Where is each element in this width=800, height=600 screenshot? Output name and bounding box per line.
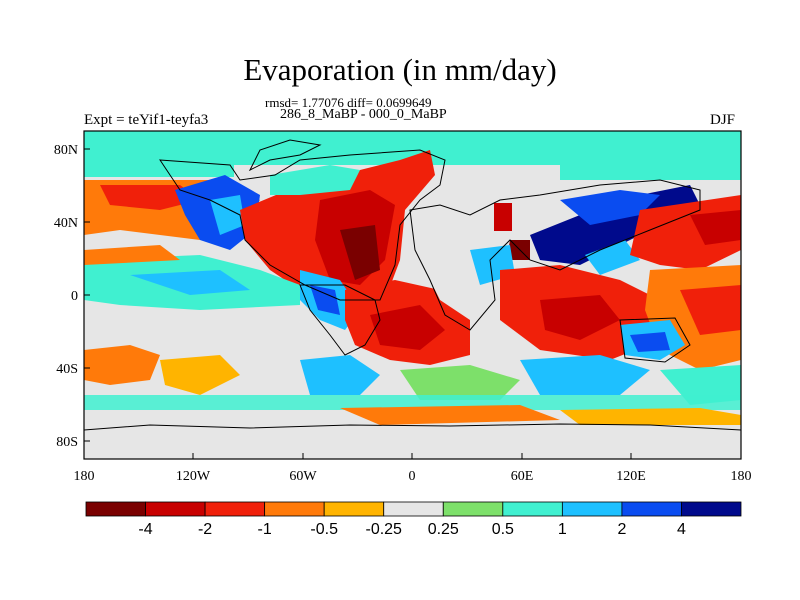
southern-ocean-blue-1 bbox=[300, 355, 380, 395]
colorbar-label: 1 bbox=[558, 521, 567, 538]
y-tick-label: 80S bbox=[56, 435, 78, 450]
x-tick-label: 0 bbox=[409, 469, 416, 484]
arctic-band-west bbox=[84, 155, 234, 177]
x-tick-label: 120W bbox=[176, 469, 211, 484]
antarctic-coast-yellow bbox=[560, 408, 741, 425]
north-america-outline bbox=[159, 149, 446, 301]
north-east-pacific-darkred bbox=[690, 210, 741, 245]
asia-lightblue bbox=[585, 240, 640, 275]
colorbar-swatch bbox=[85, 501, 146, 517]
mediterranean-red bbox=[494, 203, 512, 231]
experiment-label: Expt = teYif1-teyfa3 bbox=[84, 112, 209, 128]
evaporation-field bbox=[84, 131, 741, 459]
eurasia-africa-outline bbox=[409, 179, 701, 331]
plot-title: Evaporation (in mm/day) bbox=[243, 52, 557, 87]
y-axis: 80N 40N 0 40S 80S bbox=[54, 143, 90, 450]
colorbar-swatch bbox=[621, 501, 682, 517]
southern-ocean-cyan-band bbox=[84, 395, 741, 410]
comparison-label: 286_8_MaBP - 000_0_MaBP bbox=[280, 107, 447, 122]
south-atlantic-darkred bbox=[370, 305, 445, 350]
south-america-blue bbox=[310, 285, 340, 315]
x-tick-label: 180 bbox=[74, 469, 95, 484]
indian-ocean-darkred bbox=[540, 295, 620, 340]
tropical-pacific-blue bbox=[130, 270, 250, 295]
x-tick-label: 60W bbox=[289, 469, 317, 484]
colorbar-swatch bbox=[383, 501, 444, 517]
north-atlantic-maroon bbox=[340, 225, 380, 280]
colorbar-label: 4 bbox=[677, 521, 686, 538]
africa-neutral bbox=[420, 220, 510, 320]
antarctic-coast-orange bbox=[340, 405, 560, 425]
south-east-pacific-orange bbox=[84, 345, 160, 385]
colorbar-swatch bbox=[323, 501, 385, 517]
x-tick-label: 120E bbox=[616, 469, 646, 484]
south-america-outline bbox=[299, 284, 381, 356]
colorbar-swatch bbox=[681, 501, 742, 517]
y-tick-label: 80N bbox=[54, 143, 78, 158]
north-pacific-red bbox=[100, 185, 200, 210]
y-tick-label: 40S bbox=[56, 362, 78, 377]
southern-ocean-blue-2 bbox=[520, 355, 650, 395]
colorbar-swatch bbox=[561, 501, 623, 517]
colorbar-label: 2 bbox=[617, 521, 626, 538]
colorbar-swatch bbox=[502, 501, 563, 517]
y-tick-label: 0 bbox=[71, 289, 78, 304]
x-axis: 180 120W 60W 0 60E 120E 180 bbox=[74, 453, 752, 484]
colorbar-label: 0.25 bbox=[428, 521, 459, 538]
colorbar-label: -0.25 bbox=[365, 521, 402, 538]
colorbar-swatch bbox=[442, 501, 504, 517]
southern-ocean-green bbox=[400, 365, 520, 400]
colorbar-label: 0.5 bbox=[492, 521, 514, 538]
colorbar-label: -2 bbox=[198, 521, 212, 538]
y-tick-label: 40N bbox=[54, 216, 78, 231]
coastlines bbox=[84, 139, 741, 431]
season-label: DJF bbox=[710, 112, 736, 128]
antarctica-outline bbox=[84, 423, 741, 431]
asia-darkblue bbox=[530, 185, 700, 265]
greenland-outline bbox=[248, 139, 322, 172]
arctic-band-east bbox=[560, 155, 741, 180]
greenland-cyan bbox=[270, 165, 360, 195]
colorbar: -4 -2 -1 -0.5 -0.25 0.25 0.5 1 2 4 bbox=[85, 501, 742, 538]
x-tick-label: 180 bbox=[731, 469, 752, 484]
asia-blue bbox=[560, 190, 660, 225]
north-america-lightblue bbox=[210, 195, 245, 235]
colorbar-label: -4 bbox=[138, 521, 152, 538]
colorbar-label: -1 bbox=[258, 521, 272, 538]
australia-blue bbox=[630, 332, 670, 352]
tropical-pacific-orange bbox=[84, 245, 180, 265]
colorbar-swatch bbox=[204, 501, 266, 517]
south-pacific-red bbox=[680, 285, 741, 335]
colorbar-swatch bbox=[145, 501, 206, 517]
colorbar-label: -0.5 bbox=[310, 521, 338, 538]
colorbar-swatch bbox=[264, 501, 325, 517]
rmsd-diff-stats: rmsd= 1.77076 diff= 0.0699649 bbox=[265, 95, 432, 110]
x-tick-label: 60E bbox=[511, 469, 534, 484]
south-pacific-yellow bbox=[160, 355, 240, 395]
australia-outline bbox=[619, 317, 691, 363]
